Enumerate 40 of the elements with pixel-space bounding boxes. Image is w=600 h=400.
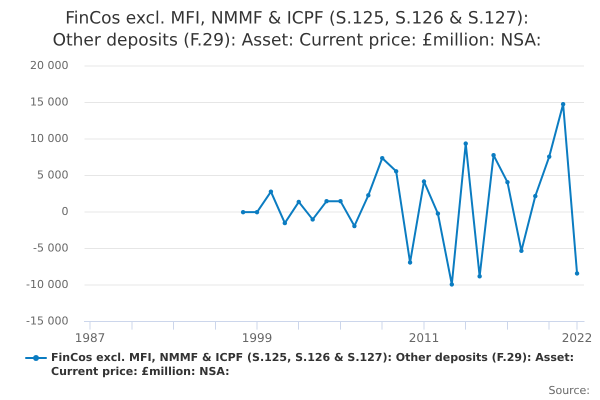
point	[436, 211, 440, 216]
point	[450, 282, 454, 287]
y-tick-label: -15 000	[26, 314, 68, 328]
point	[547, 154, 552, 159]
point	[254, 210, 260, 214]
legend-label: FinCos excl. MFI, NMMF & ICPF (S.125, S.126 & S.127): Other deposits (F.29): Asset: Current price: £million: NSA:	[51, 350, 574, 378]
x-tick-label: 2011	[408, 330, 440, 345]
point	[338, 198, 343, 204]
y-tick-label: 0	[61, 205, 68, 218]
point	[505, 180, 510, 184]
point	[533, 194, 538, 198]
x-tick-label: 2022	[562, 330, 592, 345]
source-note: Source:	[548, 384, 590, 397]
point	[268, 190, 274, 194]
chart-title: FinCos excl. MFI, NMMF & ICPF (S.125, S.126 & S.127): Other deposits (F.29): Asset: Current price: £million: NSA:	[52, 8, 542, 51]
y-tick-label: 15 000	[30, 96, 68, 109]
point	[380, 156, 384, 160]
point	[310, 217, 315, 222]
point	[296, 200, 301, 204]
point	[464, 141, 468, 146]
point	[422, 179, 426, 184]
point	[366, 193, 371, 198]
x-tick-label: 1987	[74, 330, 106, 345]
point	[408, 260, 412, 265]
point	[560, 102, 566, 106]
point	[324, 198, 329, 204]
y-tick-label: 5 000	[36, 168, 68, 182]
point	[477, 274, 482, 279]
y-tick-label: -10 000	[26, 278, 68, 291]
point	[574, 271, 580, 276]
point	[394, 169, 398, 174]
point	[240, 210, 246, 214]
x-tick-label: 1999	[242, 330, 272, 345]
point	[519, 248, 524, 254]
y-tick-label: 20 000	[30, 59, 68, 72]
point	[491, 153, 496, 158]
y-tick-label: -5 000	[32, 241, 68, 254]
point	[282, 220, 288, 226]
point	[352, 224, 357, 228]
y-tick-label: 10 000	[30, 132, 68, 146]
